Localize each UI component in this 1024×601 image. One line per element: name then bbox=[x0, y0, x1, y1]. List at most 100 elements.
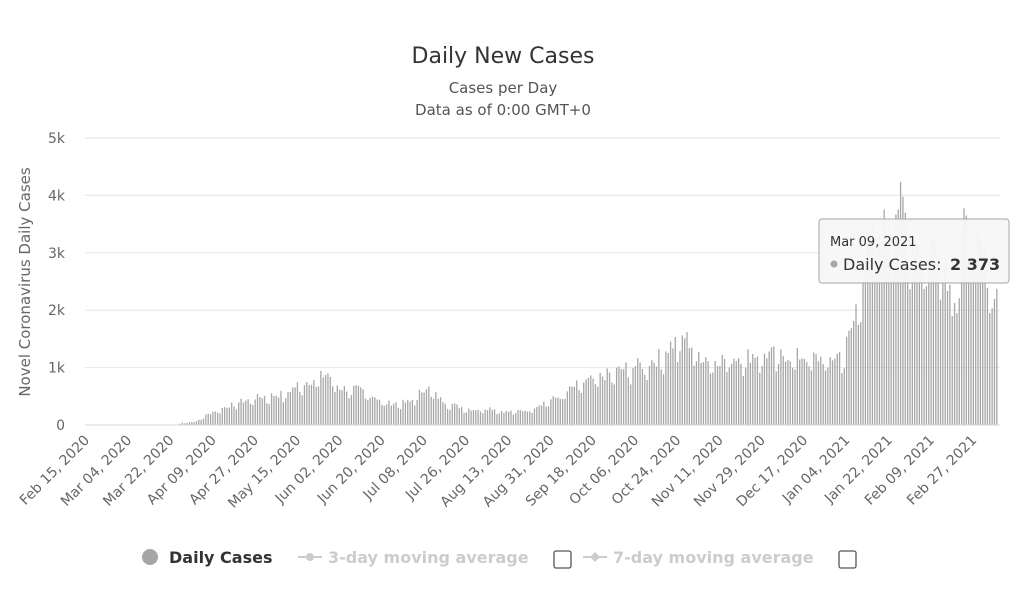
bar-daily-cases[interactable] bbox=[404, 402, 407, 425]
bar-daily-cases[interactable] bbox=[451, 403, 453, 425]
bar-daily-cases[interactable] bbox=[674, 336, 676, 425]
bar-daily-cases[interactable] bbox=[435, 392, 437, 425]
bar-daily-cases[interactable] bbox=[646, 379, 648, 425]
bar-daily-cases[interactable] bbox=[897, 209, 899, 425]
bar-daily-cases[interactable] bbox=[698, 352, 700, 425]
bar-daily-cases[interactable] bbox=[486, 410, 489, 425]
bar-daily-cases[interactable] bbox=[355, 385, 357, 425]
bar-daily-cases[interactable] bbox=[951, 316, 953, 425]
bar-daily-cases[interactable] bbox=[911, 237, 913, 425]
bar-daily-cases[interactable] bbox=[902, 196, 904, 425]
bar-daily-cases[interactable] bbox=[327, 373, 329, 425]
bar-daily-cases[interactable] bbox=[261, 398, 263, 425]
bar-daily-cases[interactable] bbox=[700, 362, 702, 425]
bar-daily-cases[interactable] bbox=[275, 395, 277, 425]
bar-daily-cases[interactable] bbox=[651, 360, 653, 425]
bar-daily-cases[interactable] bbox=[360, 387, 362, 425]
bar-daily-cases[interactable] bbox=[918, 256, 921, 425]
bar-daily-cases[interactable] bbox=[543, 401, 545, 425]
bar-daily-cases[interactable] bbox=[688, 348, 691, 425]
bar-daily-cases[interactable] bbox=[989, 313, 991, 425]
bar-daily-cases[interactable] bbox=[566, 391, 568, 425]
bar-daily-cases[interactable] bbox=[470, 410, 472, 425]
bar-daily-cases[interactable] bbox=[299, 391, 301, 425]
bar-daily-cases[interactable] bbox=[691, 347, 693, 425]
bar-daily-cases[interactable] bbox=[759, 372, 761, 425]
bar-daily-cases[interactable] bbox=[867, 235, 869, 425]
bar-daily-cases[interactable] bbox=[510, 410, 512, 425]
bar-daily-cases[interactable] bbox=[508, 411, 510, 425]
bar-daily-cases[interactable] bbox=[306, 382, 308, 425]
bar-daily-cases[interactable] bbox=[578, 390, 580, 425]
bar-daily-cases[interactable] bbox=[503, 412, 505, 425]
bar-daily-cases[interactable] bbox=[592, 378, 594, 425]
bar-daily-cases[interactable] bbox=[946, 291, 949, 425]
bar-daily-cases[interactable] bbox=[209, 414, 212, 425]
bar-daily-cases[interactable] bbox=[878, 234, 881, 425]
bar-daily-cases[interactable] bbox=[801, 358, 803, 425]
bar-daily-cases[interactable] bbox=[658, 349, 660, 425]
bar-daily-cases[interactable] bbox=[465, 412, 468, 425]
bar-daily-cases[interactable] bbox=[259, 397, 261, 425]
bar-daily-cases[interactable] bbox=[221, 407, 223, 425]
bar-daily-cases[interactable] bbox=[768, 351, 770, 425]
bar-daily-cases[interactable] bbox=[834, 358, 836, 425]
bar-daily-cases[interactable] bbox=[505, 410, 507, 425]
bar-daily-cases[interactable] bbox=[216, 412, 219, 425]
bar-daily-cases[interactable] bbox=[799, 359, 801, 425]
bar-daily-cases[interactable] bbox=[390, 405, 392, 425]
bar-daily-cases[interactable] bbox=[888, 236, 890, 425]
bar-daily-cases[interactable] bbox=[331, 386, 334, 425]
bar-daily-cases[interactable] bbox=[747, 349, 749, 425]
bar-daily-cases[interactable] bbox=[428, 386, 430, 425]
bar-daily-cases[interactable] bbox=[193, 422, 195, 425]
bar-daily-cases[interactable] bbox=[383, 405, 385, 425]
bar-daily-cases[interactable] bbox=[468, 408, 470, 425]
bar-daily-cases[interactable] bbox=[892, 277, 895, 425]
bar-daily-cases[interactable] bbox=[224, 407, 226, 425]
bar-daily-cases[interactable] bbox=[583, 382, 585, 425]
bar-daily-cases[interactable] bbox=[385, 404, 388, 425]
bar-daily-cases[interactable] bbox=[256, 393, 259, 425]
bar-daily-cases[interactable] bbox=[869, 236, 871, 425]
bar-daily-cases[interactable] bbox=[594, 384, 597, 425]
bar-daily-cases[interactable] bbox=[815, 354, 817, 425]
bar-daily-cases[interactable] bbox=[921, 263, 923, 425]
bar-daily-cases[interactable] bbox=[627, 377, 629, 425]
bar-daily-cases[interactable] bbox=[623, 369, 625, 425]
bar-daily-cases[interactable] bbox=[482, 413, 484, 425]
bar-daily-cases[interactable] bbox=[827, 367, 829, 425]
bar-daily-cases[interactable] bbox=[479, 411, 482, 425]
bar-daily-cases[interactable] bbox=[376, 399, 378, 425]
bar-daily-cases[interactable] bbox=[362, 389, 364, 425]
bar-daily-cases[interactable] bbox=[709, 373, 712, 425]
bar-daily-cases[interactable] bbox=[970, 260, 972, 425]
bar-daily-cases[interactable] bbox=[956, 313, 958, 425]
bar-daily-cases[interactable] bbox=[615, 367, 618, 425]
bar-daily-cases[interactable] bbox=[794, 369, 796, 425]
bar-daily-cases[interactable] bbox=[637, 358, 639, 425]
bar-daily-cases[interactable] bbox=[761, 365, 763, 425]
bar-daily-cases[interactable] bbox=[949, 284, 951, 425]
bar-daily-cases[interactable] bbox=[845, 336, 848, 425]
bar-daily-cases[interactable] bbox=[965, 215, 967, 425]
bar-daily-cases[interactable] bbox=[247, 399, 249, 425]
bar-daily-cases[interactable] bbox=[454, 403, 456, 425]
bar-daily-cases[interactable] bbox=[597, 386, 599, 425]
bar-daily-cases[interactable] bbox=[780, 349, 782, 425]
bar-daily-cases[interactable] bbox=[874, 279, 876, 425]
bar-daily-cases[interactable] bbox=[599, 372, 601, 425]
bar-daily-cases[interactable] bbox=[547, 406, 550, 425]
bar-daily-cases[interactable] bbox=[367, 399, 369, 425]
bar-daily-cases[interactable] bbox=[695, 361, 698, 425]
bar-daily-cases[interactable] bbox=[240, 398, 242, 425]
bar-daily-cases[interactable] bbox=[925, 286, 928, 425]
bar-daily-cases[interactable] bbox=[388, 400, 390, 425]
bar-daily-cases[interactable] bbox=[763, 353, 766, 425]
bar-daily-cases[interactable] bbox=[414, 405, 416, 425]
bar-daily-cases[interactable] bbox=[754, 357, 756, 425]
bar-daily-cases[interactable] bbox=[782, 356, 784, 425]
bar-daily-cases[interactable] bbox=[740, 363, 742, 425]
bar-daily-cases[interactable] bbox=[449, 409, 451, 425]
bar-daily-cases[interactable] bbox=[681, 335, 683, 425]
